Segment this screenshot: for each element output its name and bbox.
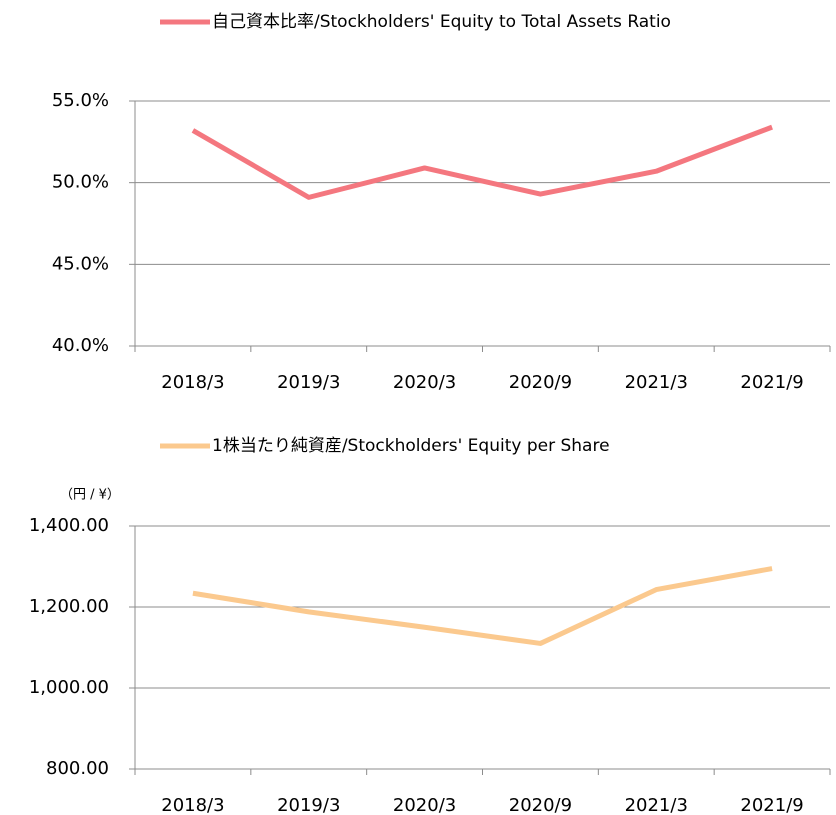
series-line (191, 124, 773, 200)
x-tick-label: 2019/3 (277, 795, 340, 815)
y-tick-label: 55.0% (52, 90, 109, 111)
legend-label: 1株当たり純資産/Stockholders' Equity per Share (212, 436, 610, 456)
x-tick-label: 2020/3 (393, 795, 456, 815)
series-line (192, 566, 773, 646)
legend-label: 自己資本比率/Stockholders' Equity to Total Ass… (212, 12, 671, 32)
unit-label: （円 / ¥） (60, 488, 120, 503)
x-tick-label: 2018/3 (161, 795, 224, 815)
x-tick-label: 2020/3 (393, 372, 456, 393)
y-tick-label: 40.0% (52, 335, 109, 356)
x-tick-label: 2020/9 (509, 372, 572, 393)
x-tick-label: 2021/9 (740, 795, 803, 815)
x-tick-label: 2021/3 (625, 795, 688, 815)
x-tick-label: 2021/3 (625, 372, 688, 393)
y-tick-label: 50.0% (52, 172, 109, 193)
y-tick-label: 1,400.00 (29, 515, 109, 536)
y-tick-label: 800.00 (46, 758, 109, 779)
x-tick-label: 2020/9 (509, 795, 572, 815)
x-tick-label: 2021/9 (740, 372, 803, 393)
y-tick-label: 1,000.00 (29, 677, 109, 698)
y-tick-label: 45.0% (52, 253, 109, 274)
x-tick-label: 2019/3 (277, 372, 340, 393)
y-tick-label: 1,200.00 (29, 596, 109, 617)
x-tick-label: 2018/3 (161, 372, 224, 393)
